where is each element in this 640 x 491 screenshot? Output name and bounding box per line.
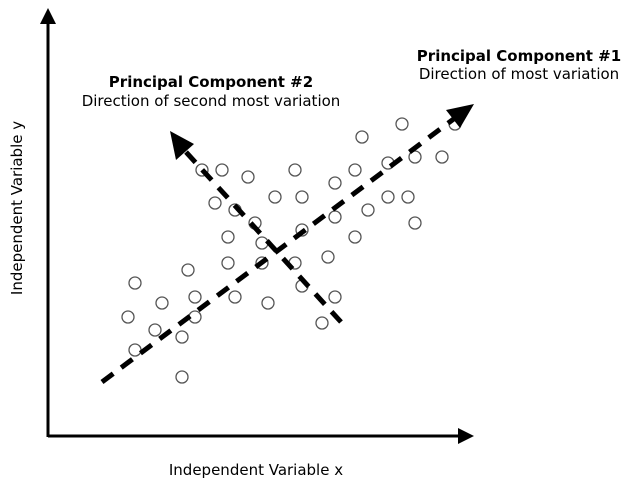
pc2-title: Principal Component #2 <box>109 73 313 91</box>
pc1-dashed-line <box>100 115 457 385</box>
data-point <box>221 230 235 244</box>
data-point <box>228 290 242 304</box>
data-point <box>288 163 302 177</box>
data-points <box>121 117 462 384</box>
pc2-arrowhead <box>170 131 194 160</box>
data-point <box>381 190 395 204</box>
x-axis-label: Independent Variable x <box>169 461 343 479</box>
data-point <box>315 316 329 330</box>
data-point <box>328 290 342 304</box>
data-point <box>221 256 235 270</box>
x-axis-arrowhead <box>458 428 474 444</box>
data-point <box>188 310 202 324</box>
pc1-arrowhead <box>446 104 474 128</box>
data-point <box>361 203 375 217</box>
pc2-subtitle: Direction of second most variation <box>82 92 341 110</box>
y-axis-label: Independent Variable y <box>8 121 26 295</box>
data-point <box>328 210 342 224</box>
data-point <box>408 216 422 230</box>
data-point <box>121 310 135 324</box>
data-point <box>215 163 229 177</box>
data-point <box>295 190 309 204</box>
data-point <box>188 290 202 304</box>
data-point <box>148 323 162 337</box>
pc2-arrow <box>170 131 343 324</box>
data-point <box>395 117 409 131</box>
data-point <box>401 190 415 204</box>
data-point <box>181 263 195 277</box>
data-point <box>241 170 255 184</box>
data-point <box>208 196 222 210</box>
axes <box>40 8 474 444</box>
data-point <box>348 230 362 244</box>
data-point <box>435 150 449 164</box>
data-point <box>155 296 169 310</box>
data-point <box>128 276 142 290</box>
data-point <box>261 296 275 310</box>
data-point <box>328 176 342 190</box>
data-point <box>321 250 335 264</box>
data-point <box>128 343 142 357</box>
data-point <box>175 370 189 384</box>
pc1-arrow <box>100 104 474 385</box>
data-point <box>348 163 362 177</box>
data-point <box>175 330 189 344</box>
y-axis-arrowhead <box>40 8 56 24</box>
data-point <box>355 130 369 144</box>
pc1-subtitle: Direction of most variation <box>419 65 619 83</box>
data-point <box>268 190 282 204</box>
pc1-title: Principal Component #1 <box>417 47 621 65</box>
